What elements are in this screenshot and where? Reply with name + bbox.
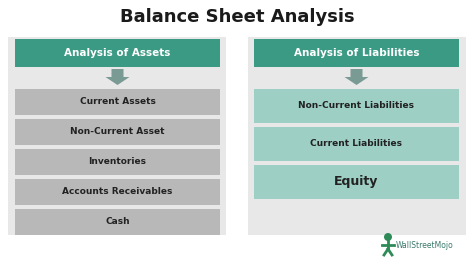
Text: Balance Sheet Analysis: Balance Sheet Analysis xyxy=(120,8,354,26)
Bar xyxy=(248,37,466,235)
Bar xyxy=(254,165,459,199)
Text: Current Liabilities: Current Liabilities xyxy=(310,139,402,148)
Text: Equity: Equity xyxy=(334,175,379,188)
Bar xyxy=(8,37,226,235)
Bar xyxy=(15,149,220,175)
Circle shape xyxy=(384,233,392,241)
Text: Analysis of Liabilities: Analysis of Liabilities xyxy=(294,48,419,58)
Bar xyxy=(15,119,220,145)
Text: WallStreetMojo: WallStreetMojo xyxy=(396,241,454,250)
Bar xyxy=(15,179,220,205)
Text: Inventories: Inventories xyxy=(89,157,146,166)
Bar xyxy=(254,127,459,161)
Polygon shape xyxy=(345,69,368,85)
Text: Current Assets: Current Assets xyxy=(80,98,155,107)
Text: Accounts Receivables: Accounts Receivables xyxy=(62,188,173,197)
Bar xyxy=(15,89,220,115)
Text: Cash: Cash xyxy=(105,218,130,227)
Bar xyxy=(15,39,220,67)
Bar xyxy=(254,89,459,123)
Text: Non-Current Liabilities: Non-Current Liabilities xyxy=(299,101,414,111)
Text: Analysis of Assets: Analysis of Assets xyxy=(64,48,171,58)
Polygon shape xyxy=(106,69,129,85)
Bar xyxy=(15,209,220,235)
Bar xyxy=(254,39,459,67)
Text: Non-Current Asset: Non-Current Asset xyxy=(70,127,165,136)
